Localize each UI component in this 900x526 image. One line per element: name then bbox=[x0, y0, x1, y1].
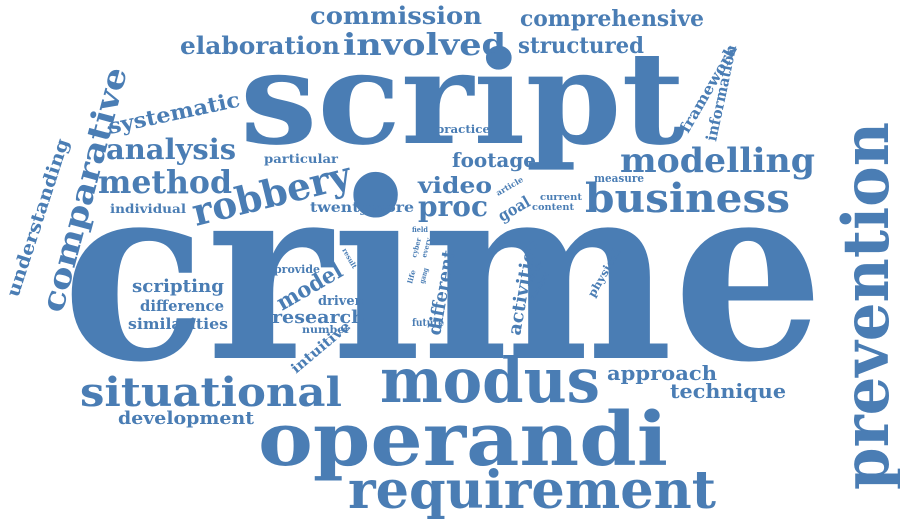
word-scripting: scripting bbox=[132, 276, 224, 297]
word-requirement: requirement bbox=[348, 460, 716, 521]
word-proc: proc bbox=[418, 190, 488, 223]
word-modus: modus bbox=[380, 344, 600, 417]
word-particular: particular bbox=[264, 152, 339, 166]
word-prevention: prevention bbox=[829, 122, 900, 490]
word-footage: footage bbox=[452, 148, 536, 172]
word-technique: technique bbox=[670, 379, 786, 403]
word-number: number bbox=[302, 325, 351, 336]
word-structured: structured bbox=[518, 33, 644, 59]
word-twentymore: twentymore bbox=[310, 200, 414, 216]
word-development: development bbox=[118, 408, 255, 429]
word-commission: commission bbox=[310, 1, 482, 30]
word-current: current bbox=[540, 193, 583, 203]
word-individual: individual bbox=[110, 202, 186, 216]
word-elaboration: elaboration bbox=[180, 31, 340, 60]
word-similarities: similarities bbox=[128, 315, 228, 333]
word-involved: involved bbox=[343, 28, 506, 63]
word-field: field bbox=[412, 225, 428, 234]
word-future: future bbox=[412, 318, 444, 329]
word-analysis: analysis bbox=[106, 133, 236, 166]
word-provide: provide bbox=[274, 263, 320, 276]
word-difference: difference bbox=[140, 297, 224, 315]
word-practice: practice bbox=[436, 123, 490, 136]
word-comprehensive: comprehensive bbox=[520, 6, 704, 32]
word-measure: measure bbox=[594, 172, 644, 185]
word-driven: driven bbox=[318, 294, 365, 309]
word-method: method bbox=[98, 163, 232, 201]
word-modelling: modelling bbox=[620, 141, 815, 181]
word-content: content bbox=[532, 203, 575, 213]
